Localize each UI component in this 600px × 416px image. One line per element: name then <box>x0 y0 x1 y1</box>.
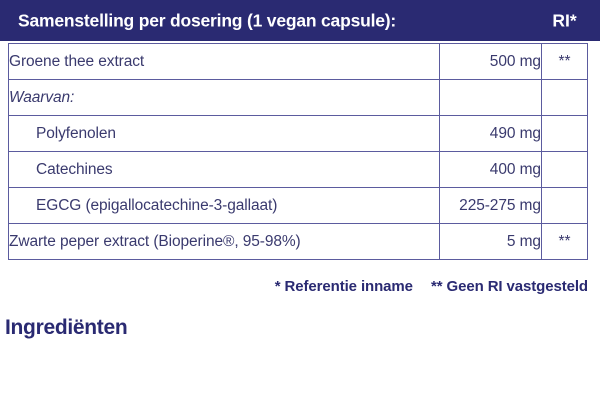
row-amount: 400 mg <box>438 151 542 188</box>
row-ingredient-name: Waarvan: <box>8 79 440 116</box>
row-ingredient-name: EGCG (epigallocatechine-3-gallaat) <box>8 187 440 224</box>
row-ri-value <box>540 115 589 152</box>
row-ri-value: ** <box>540 223 589 260</box>
table-row: Zwarte peper extract (Bioperine®, 95-98%… <box>8 223 589 260</box>
row-amount: 5 mg <box>438 223 542 260</box>
row-ingredient-name: Catechines <box>8 151 440 188</box>
table-row: Waarvan: <box>8 79 589 116</box>
row-amount: 225-275 mg <box>438 187 542 224</box>
row-ri-value: ** <box>540 43 589 80</box>
ingredients-heading: Ingrediënten <box>5 316 128 339</box>
row-ri-value <box>540 151 589 188</box>
row-ri-value <box>540 79 589 116</box>
ri-column-header: RI* <box>552 10 577 30</box>
row-amount: 500 mg <box>438 43 542 80</box>
footnote-no-ri-established: ** Geen RI vastgesteld <box>430 278 588 295</box>
row-ingredient-name: Groene thee extract <box>8 43 440 80</box>
composition-table: Groene thee extract 500 mg ** Waarvan: P… <box>8 43 589 260</box>
row-ingredient-name: Zwarte peper extract (Bioperine®, 95-98%… <box>8 223 440 260</box>
table-title: Samenstelling per dosering (1 vegan caps… <box>18 10 397 30</box>
footnote-row: * Referentie inname ** Geen RI vastgeste… <box>0 278 588 295</box>
row-amount <box>438 79 542 116</box>
row-ingredient-name: Polyfenolen <box>8 115 440 152</box>
composition-table-body: Groene thee extract 500 mg ** Waarvan: P… <box>8 43 589 260</box>
footnote-reference-intake: * Referentie inname <box>274 278 413 295</box>
table-row: Groene thee extract 500 mg ** <box>8 43 589 80</box>
table-row: EGCG (epigallocatechine-3-gallaat) 225-2… <box>8 187 589 224</box>
row-amount: 490 mg <box>438 115 542 152</box>
row-ri-value <box>540 187 589 224</box>
table-header-bar: Samenstelling per dosering (1 vegan caps… <box>0 0 600 41</box>
table-row: Catechines 400 mg <box>8 151 589 188</box>
table-row: Polyfenolen 490 mg <box>8 115 589 152</box>
